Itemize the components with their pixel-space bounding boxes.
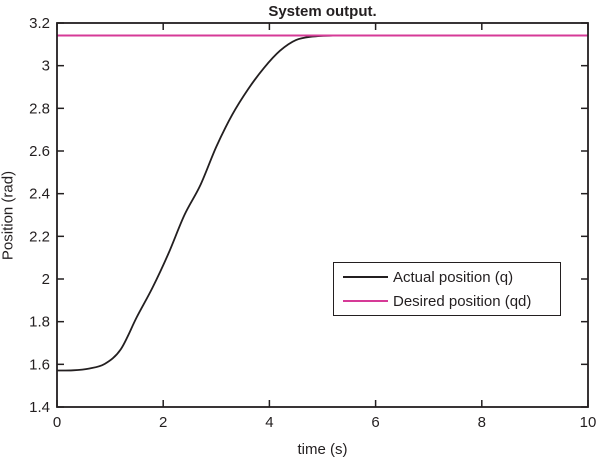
x-tick-label: 8 bbox=[478, 414, 486, 431]
y-tick-label: 3 bbox=[42, 58, 50, 75]
y-tick-label: 2.2 bbox=[29, 228, 50, 245]
x-tick-label: 2 bbox=[159, 414, 167, 431]
legend-line-actual bbox=[343, 276, 388, 278]
x-tick-label: 0 bbox=[53, 414, 61, 431]
y-tick-label: 2.8 bbox=[29, 100, 50, 117]
x-tick-label: 6 bbox=[371, 414, 379, 431]
legend-line-desired bbox=[343, 300, 388, 302]
legend-item-actual: Actual position (q) bbox=[343, 267, 560, 287]
legend-label-desired: Desired position (qd) bbox=[393, 292, 532, 310]
legend-label-actual: Actual position (q) bbox=[393, 268, 514, 286]
y-axis-label: Position (rad) bbox=[0, 170, 17, 261]
actual-position-line bbox=[56, 34, 588, 372]
y-tick-label: 3.2 bbox=[29, 15, 50, 32]
legend: Actual position (q) Desired position (qd… bbox=[333, 262, 561, 316]
y-tick-label: 2.6 bbox=[29, 143, 50, 160]
x-tick-label: 10 bbox=[580, 414, 597, 431]
legend-item-desired: Desired position (qd) bbox=[343, 291, 560, 311]
y-tick-label: 2.4 bbox=[29, 186, 50, 203]
y-tick-label: 1.6 bbox=[29, 356, 50, 373]
x-axis-label: time (s) bbox=[297, 441, 348, 458]
y-tick-label: 1.8 bbox=[29, 314, 50, 331]
y-tick-label: 1.4 bbox=[29, 399, 50, 416]
axes-box bbox=[56, 22, 589, 408]
y-tick-label: 2 bbox=[42, 271, 50, 288]
chart-title: System output. bbox=[268, 3, 377, 20]
x-tick-label: 4 bbox=[265, 414, 273, 431]
